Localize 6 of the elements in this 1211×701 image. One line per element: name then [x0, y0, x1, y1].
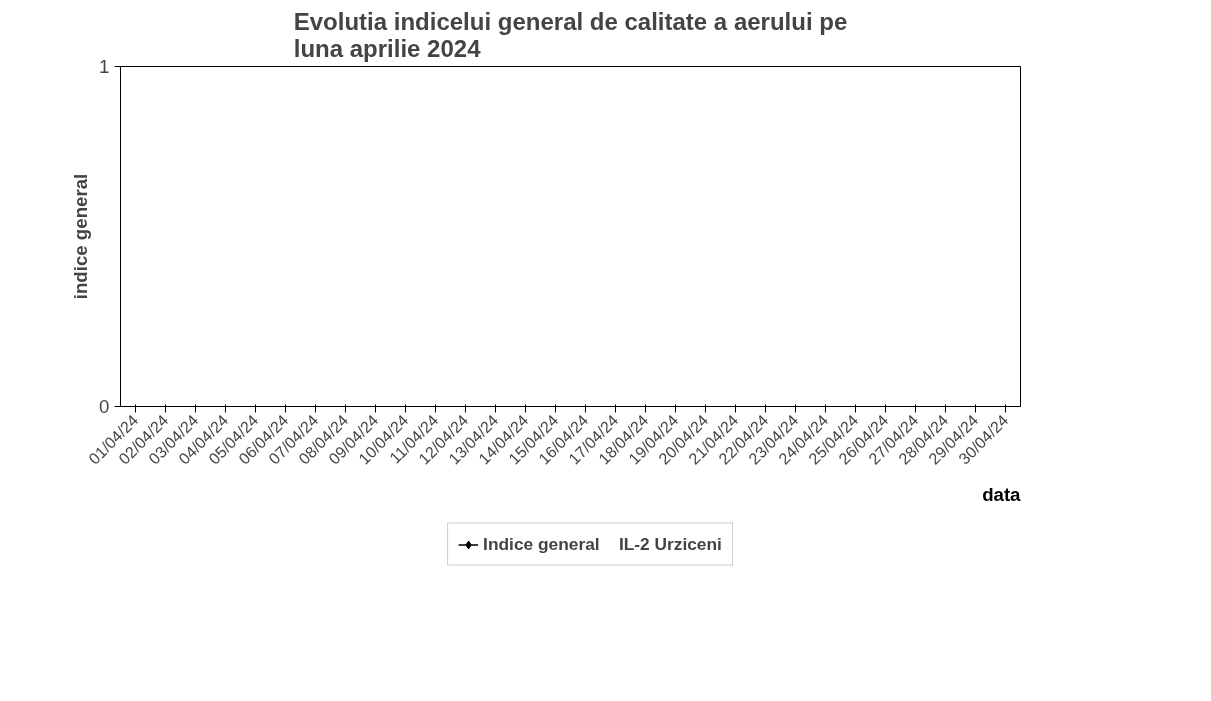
- y-tick-label: 1: [99, 56, 110, 77]
- chart-title: Evolutia indicelui general de calitate a aerului pe luna aprilie 2024: [293, 7, 848, 62]
- y-axis-title: indice general: [70, 173, 92, 300]
- y-tick-label: 0: [99, 396, 110, 417]
- legend-label: Indice general IL-2 Urziceni: [483, 533, 722, 555]
- x-axis-title: data: [982, 483, 1022, 505]
